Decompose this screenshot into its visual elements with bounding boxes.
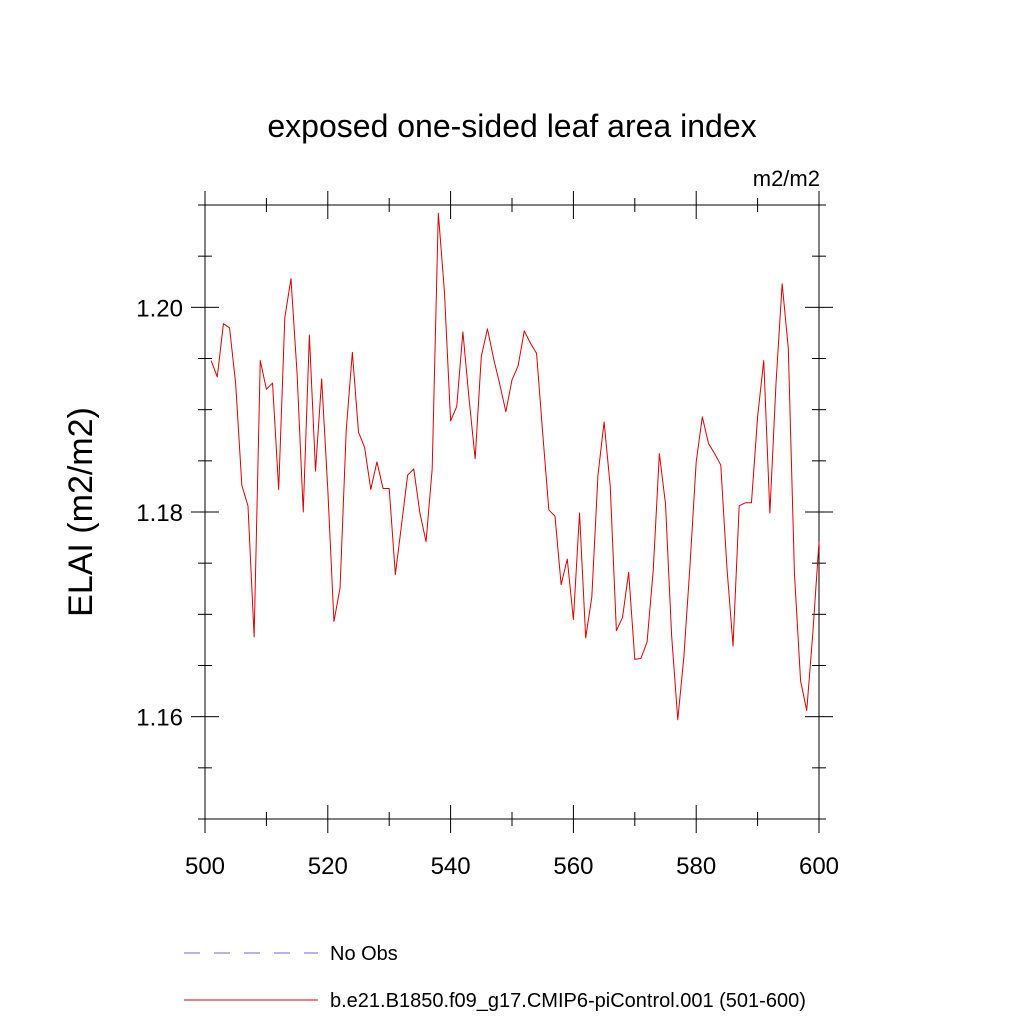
- x-tick-label: 520: [308, 853, 348, 880]
- series-layer: [210, 212, 820, 721]
- chart-title: exposed one-sided leaf area index: [267, 108, 756, 144]
- y-tick-label: 1.16: [136, 705, 183, 732]
- x-tick-label: 500: [185, 853, 225, 880]
- series-line: [210, 212, 820, 721]
- legend: No Obs b.e21.B1850.f09_g17.CMIP6-piContro…: [184, 943, 806, 1012]
- legend-label: No Obs: [330, 943, 398, 965]
- plot-frame: [204, 204, 820, 820]
- x-tick-label: 560: [553, 853, 593, 880]
- units-label: m2/m2: [753, 166, 820, 191]
- x-tick-label: 600: [799, 853, 839, 880]
- x-tick-label: 580: [676, 853, 716, 880]
- y-tick-label: 1.18: [136, 500, 183, 527]
- legend-label: b.e21.B1850.f09_g17.CMIP6-piControl.001 …: [330, 990, 806, 1012]
- axis-tick-labels: 500 520 540 560 580 600 1.16 1.18 1.20: [136, 295, 839, 880]
- x-tick-label: 540: [431, 853, 471, 880]
- axis-ticks: [191, 191, 833, 833]
- y-axis-label: ELAI (m2/m2): [62, 407, 100, 617]
- y-tick-label: 1.20: [136, 295, 183, 322]
